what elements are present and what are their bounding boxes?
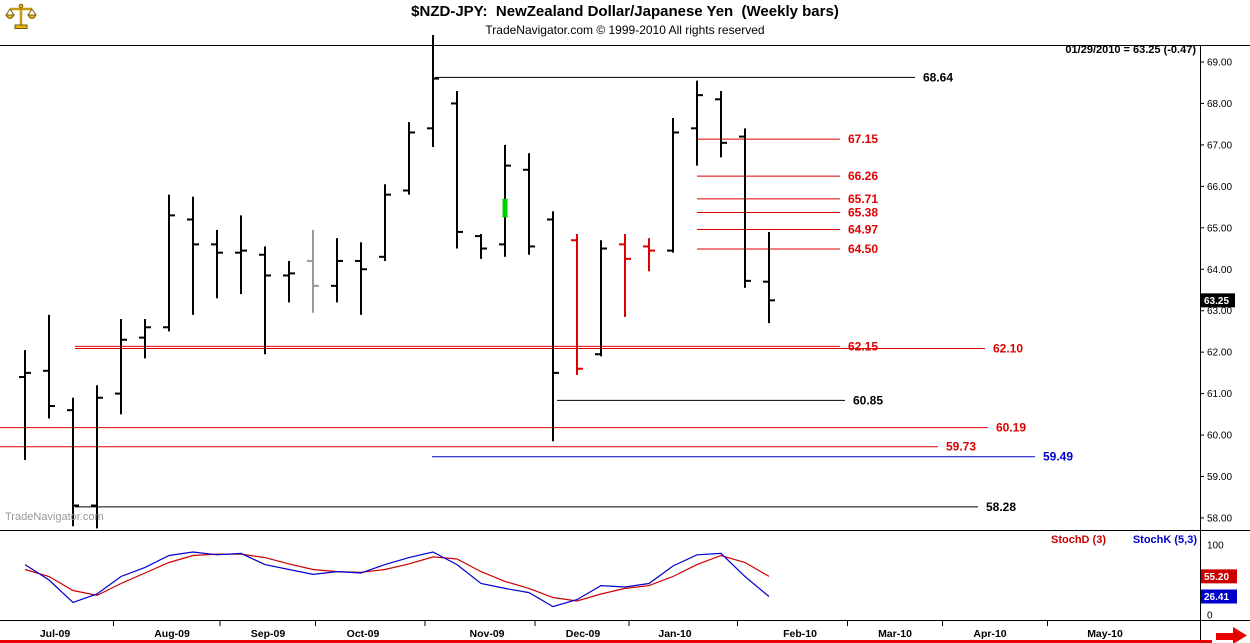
price-axis-label: 66.00: [1207, 182, 1232, 193]
price-level-label: 62.10: [993, 342, 1023, 356]
price-level-label: 59.73: [946, 440, 976, 454]
price-level-label: 60.19: [996, 421, 1026, 435]
scrollbar-track[interactable]: [0, 640, 1212, 643]
price-axis-label: 67.00: [1207, 140, 1232, 151]
stochd-value-badge: [1201, 569, 1237, 584]
price-level-label: 67.15: [848, 132, 878, 146]
current-price-label: 63.25: [1204, 296, 1229, 307]
time-axis-label: May-10: [1087, 628, 1123, 640]
price-axis-label: 68.00: [1207, 99, 1232, 110]
time-axis-label: Nov-09: [469, 628, 504, 640]
time-axis-label: Aug-09: [154, 628, 190, 640]
stochk-value-label: 26.41: [1204, 592, 1229, 603]
price-axis-label: 63.00: [1207, 306, 1232, 317]
stochk-legend: StochK (5,3): [1133, 534, 1198, 546]
stochd-value-label: 55.20: [1204, 572, 1229, 583]
price-level-label: 64.97: [848, 223, 878, 237]
price-level-label: 62.15: [848, 339, 878, 353]
price-axis-label: 60.00: [1207, 431, 1232, 442]
price-level-label: 58.28: [986, 500, 1016, 514]
time-axis-label: Jul-09: [40, 628, 71, 640]
time-axis-label: Jan-10: [658, 628, 691, 640]
time-axis-label: Feb-10: [783, 628, 817, 640]
price-level-label: 66.26: [848, 169, 878, 183]
chart-title: $NZD-JPY: NewZealand Dollar/Japanese Yen…: [411, 3, 839, 20]
price-level-label: 68.64: [923, 70, 953, 84]
scales-icon: [5, 3, 37, 29]
time-axis-label: Dec-09: [566, 628, 601, 640]
time-axis-label: Sep-09: [251, 628, 286, 640]
stochk-value-badge: [1201, 589, 1237, 604]
copyright-subtitle: TradeNavigator.com © 1999-2010 All right…: [485, 23, 765, 37]
trade-navigator-logo-scales-icon[interactable]: [5, 3, 37, 31]
price-axis-label: 61.00: [1207, 389, 1232, 400]
price-axis-label: 69.00: [1207, 58, 1232, 69]
stochd-legend: StochD (3): [1051, 534, 1106, 546]
price-level-label: 64.50: [848, 242, 878, 256]
last-quote-readout: 01/29/2010 = 63.25 (-0.47): [1065, 44, 1196, 56]
current-price-badge: [1201, 293, 1235, 308]
scroll-right-arrow-button[interactable]: [1216, 627, 1247, 643]
watermark-text: TradeNavigator.com: [5, 511, 104, 523]
stoch-scale-top-label: 100: [1207, 541, 1224, 552]
time-axis-label: Mar-10: [878, 628, 912, 640]
stochd-line: [24, 553, 770, 602]
price-axis-label: 59.00: [1207, 472, 1232, 483]
price-level-label: 59.49: [1043, 450, 1073, 464]
stoch-scale-bottom-label: 0: [1207, 611, 1213, 622]
price-axis-label: 64.00: [1207, 265, 1232, 276]
price-level-label: 65.71: [848, 192, 878, 206]
price-level-label: 65.38: [848, 206, 878, 220]
time-axis-label: Apr-10: [973, 628, 1006, 640]
price-level-label: 60.85: [853, 393, 883, 407]
price-axis-label: 65.00: [1207, 223, 1232, 234]
price-axis-label: 58.00: [1207, 513, 1232, 524]
price-axis-label: 62.00: [1207, 348, 1232, 359]
stochk-line: [24, 551, 770, 608]
time-axis-label: Oct-09: [347, 628, 380, 640]
highlight-segment: [502, 198, 508, 218]
